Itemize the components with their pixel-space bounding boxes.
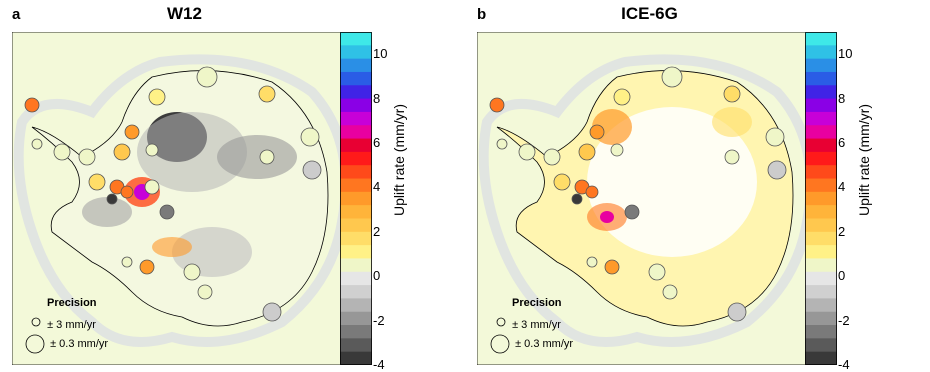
colorbar-segment <box>340 58 372 73</box>
colorbar-tick-label: 4 <box>373 179 381 195</box>
colorbar-tick-label: 8 <box>838 90 846 106</box>
colorbar-segment <box>340 165 372 180</box>
colorbar-segment <box>805 338 837 353</box>
colorbar-segment <box>805 285 837 299</box>
colorbar-tick-label: -2 <box>838 312 850 328</box>
colorbar-segment <box>340 231 372 246</box>
colorbar-tick-label: 2 <box>373 223 381 239</box>
colorbar-segment <box>340 245 372 259</box>
colorbar-tick-label: 0 <box>373 268 381 284</box>
colorbar-segment <box>340 351 372 366</box>
colorbar-segment <box>340 85 372 100</box>
colorbar-segment <box>805 231 837 246</box>
colorbar-segment <box>805 125 837 140</box>
colorbar-segment <box>805 138 837 153</box>
colorbar-segment <box>340 178 372 193</box>
colorbar-segment <box>805 325 837 339</box>
colorbar-border <box>805 32 837 365</box>
colorbar-segment <box>805 245 837 259</box>
open-circle-large-icon <box>490 334 510 354</box>
colorbar-segment <box>805 298 837 313</box>
colorbar-segment <box>340 125 372 140</box>
colorbar-tick-label: 10 <box>838 46 853 62</box>
colorbar-segment <box>340 285 372 299</box>
colorbar-segment <box>340 311 372 326</box>
colorbar-label: Uplift rate (mm/yr) <box>856 104 872 216</box>
colorbar-tick-label: 6 <box>838 135 846 150</box>
colorbar-tick-label: 0 <box>838 268 846 284</box>
precision-legend-small: ± 3 mm/yr <box>30 316 96 331</box>
panel-w12: a W12 <box>0 0 465 372</box>
colorbar-segment <box>805 45 837 60</box>
colorbar-label: Uplift rate (mm/yr) <box>391 104 407 216</box>
colorbar-segment <box>805 85 837 100</box>
colorbar-segment <box>340 325 372 339</box>
uplift-map <box>12 32 342 365</box>
open-circle-small-icon <box>496 317 506 327</box>
open-circle-small-icon <box>31 317 41 327</box>
panel-title: W12 <box>167 4 202 23</box>
precision-legend-title: Precision <box>47 297 97 309</box>
colorbar <box>340 32 372 370</box>
colorbar-segment <box>340 218 372 233</box>
precision-legend-title: Precision <box>512 297 562 309</box>
colorbar-border <box>340 32 372 365</box>
colorbar-segment <box>805 258 837 273</box>
colorbar <box>805 32 837 370</box>
colorbar-segment <box>805 178 837 193</box>
colorbar-segment <box>805 205 837 219</box>
precision-legend-large: ± 0.3 mm/yr <box>490 334 573 354</box>
colorbar-tick-label: -2 <box>373 312 385 328</box>
colorbar-segment <box>805 311 837 326</box>
precision-legend-large: ± 0.3 mm/yr <box>25 334 108 354</box>
colorbar-segment <box>340 138 372 153</box>
colorbar-segment <box>340 271 372 286</box>
colorbar-segment <box>805 71 837 86</box>
colorbar-scale <box>805 32 837 366</box>
colorbar-segment <box>340 111 372 126</box>
colorbar-segment <box>340 45 372 60</box>
colorbar-segment <box>340 98 372 113</box>
colorbar-tick-label: 6 <box>373 135 381 150</box>
colorbar-segment <box>805 271 837 286</box>
colorbar-segment <box>340 71 372 86</box>
colorbar-segment <box>805 32 837 46</box>
uplift-map <box>477 32 807 365</box>
colorbar-segment <box>805 111 837 126</box>
colorbar-scale <box>340 32 372 366</box>
colorbar-segment <box>340 258 372 273</box>
colorbar-tick-label: 2 <box>838 223 846 239</box>
colorbar-segment <box>805 165 837 180</box>
colorbar-segment <box>805 218 837 233</box>
colorbar-segment <box>340 191 372 206</box>
colorbar-tick-label: -4 <box>838 357 850 372</box>
colorbar-segment <box>340 32 372 46</box>
colorbar-tick-label: -4 <box>373 357 385 372</box>
panel-ice6g: b ICE-6G Precision ± 3 <box>465 0 930 372</box>
panel-letter: a <box>12 6 21 23</box>
colorbar-segment <box>340 338 372 353</box>
colorbar-segment <box>340 298 372 313</box>
precision-legend-small: ± 3 mm/yr <box>495 316 561 331</box>
colorbar-tick-label: 8 <box>373 90 381 106</box>
panel-letter: b <box>477 6 487 23</box>
colorbar-segment <box>805 351 837 366</box>
open-circle-large-icon <box>25 334 45 354</box>
panel-title: ICE-6G <box>621 4 678 23</box>
colorbar-segment <box>805 58 837 73</box>
colorbar-segment <box>805 98 837 113</box>
colorbar-segment <box>340 205 372 219</box>
colorbar-tick-label: 4 <box>838 179 846 195</box>
colorbar-segment <box>805 191 837 206</box>
colorbar-tick-label: 10 <box>373 46 388 62</box>
colorbar-segment <box>340 151 372 166</box>
colorbar-segment <box>805 151 837 166</box>
